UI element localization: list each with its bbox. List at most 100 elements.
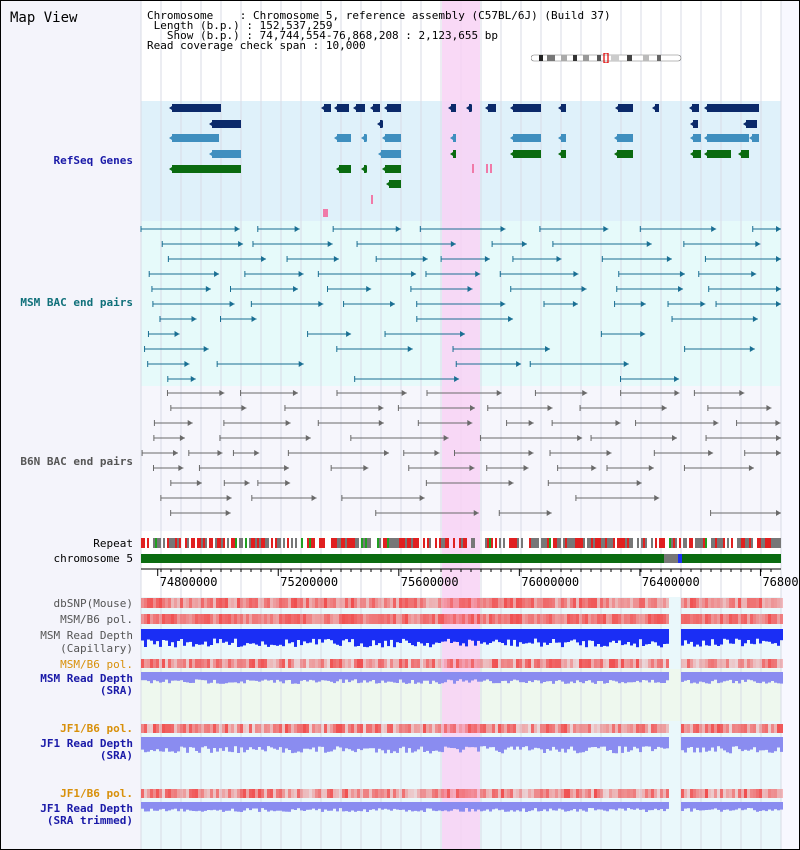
- jf1-b6-pol-trim-bin: [243, 789, 246, 798]
- msm-b6-pol-sra-bin: [567, 659, 570, 668]
- dbsnp-bin: [753, 598, 756, 608]
- jf1-b6-pol-bin: [384, 724, 387, 733]
- track-label-jf1-depth-trim[interactable]: JF1 Read Depth: [40, 802, 133, 815]
- msm-depth-capillary-bin: [477, 629, 480, 641]
- track-label-msm-depth-sra[interactable]: MSM Read Depth: [40, 672, 133, 685]
- jf1-b6-pol-trim-bin: [774, 789, 777, 798]
- track-label-dbsnp[interactable]: dbSNP(Mouse): [53, 597, 133, 610]
- msm-b6-pol-sra-bin: [174, 659, 177, 668]
- jf1-b6-pol-trim-bin: [537, 789, 540, 798]
- track-label-jf1-b6-pol-trim[interactable]: JF1/B6 pol.: [60, 787, 133, 800]
- jf1-b6-pol-bin: [291, 724, 294, 733]
- jf1-depth-sra-bin: [723, 737, 726, 751]
- jf1-b6-pol-trim-bin: [201, 789, 204, 798]
- jf1-b6-pol-trim-bin: [267, 789, 270, 798]
- msm-depth-sra-bin: [204, 672, 207, 681]
- jf1-depth-trim-bin: [597, 802, 600, 810]
- msm-depth-sra-bin: [522, 672, 525, 683]
- jf1-b6-pol-bin: [342, 724, 345, 733]
- jf1-depth-trim-bin: [255, 802, 258, 809]
- label-column-bg: [1, 1, 141, 849]
- track-label-msm-depth-capillary[interactable]: MSM Read Depth: [40, 629, 133, 642]
- jf1-b6-pol-bin: [471, 724, 474, 733]
- jf1-depth-sra-bin: [660, 737, 663, 748]
- msm-depth-capillary-bin: [201, 629, 204, 645]
- msm-depth-capillary-bin: [543, 629, 546, 643]
- jf1-b6-pol-bin: [702, 724, 705, 733]
- msm-b6-pol-sra-bin: [720, 659, 723, 668]
- msm-depth-sra-bin: [345, 672, 348, 680]
- jf1-depth-sra-bin: [405, 737, 408, 753]
- jf1-b6-pol-trim-bin: [366, 789, 369, 798]
- jf1-depth-trim-bin: [300, 802, 303, 811]
- jf1-b6-pol-bin: [429, 724, 432, 733]
- track-label-chromosome[interactable]: chromosome 5: [53, 552, 133, 565]
- jf1-b6-pol-trim-bin: [477, 789, 480, 798]
- track-label-msm-b6-pol-sra[interactable]: MSM/B6 pol.: [60, 658, 133, 671]
- dbsnp-bin: [330, 598, 333, 608]
- track-label-jf1-depth-sra[interactable]: JF1 Read Depth: [40, 737, 133, 750]
- msm-b6-pol-bin: [606, 614, 609, 624]
- jf1-b6-pol-bin: [546, 724, 549, 733]
- jf1-depth-trim-bin: [654, 802, 657, 809]
- jf1-b6-pol-bin: [510, 724, 513, 733]
- dbsnp-bin: [579, 598, 582, 608]
- repeat-element: [607, 538, 609, 548]
- jf1-depth-sra-bin: [489, 737, 492, 748]
- msm-b6-pol-sra-bin: [309, 659, 312, 668]
- msm-depth-sra-bin: [708, 672, 711, 684]
- b6n-bac-end-arrow: [378, 405, 384, 411]
- msm-b6-pol-bin: [318, 614, 321, 624]
- msm-bac-end-arrow: [214, 271, 220, 277]
- msm-b6-pol-sra-bin: [639, 659, 642, 668]
- jf1-depth-sra-bin: [558, 737, 561, 752]
- jf1-b6-pol-trim-bin: [426, 789, 429, 798]
- chromosome-ideogram[interactable]: [531, 53, 683, 63]
- jf1-b6-pol-trim-bin: [462, 789, 465, 798]
- repeat-element: [741, 538, 743, 548]
- track-label-repeat[interactable]: Repeat: [93, 537, 133, 550]
- track-label-refseq[interactable]: RefSeq Genes: [53, 154, 133, 167]
- jf1-depth-trim-bin: [264, 802, 267, 810]
- jf1-b6-pol-trim-bin: [420, 789, 423, 798]
- msm-depth-sra-bin: [264, 672, 267, 680]
- track-label-jf1-b6-pol[interactable]: JF1/B6 pol.: [60, 722, 133, 735]
- msm-b6-pol-bin: [363, 614, 366, 624]
- track-label-b6n-bac[interactable]: B6N BAC end pairs: [20, 455, 133, 468]
- dbsnp-bin: [723, 598, 726, 608]
- msm-b6-pol-bin: [249, 614, 252, 624]
- msm-b6-pol-sra-bin: [243, 659, 246, 668]
- msm-depth-capillary-bin: [429, 629, 432, 648]
- jf1-b6-pol-trim-bin: [297, 789, 300, 798]
- msm-depth-capillary-bin: [255, 629, 258, 645]
- repeat-element: [651, 538, 653, 548]
- msm-depth-capillary-bin: [684, 629, 687, 641]
- jf1-b6-pol-trim-bin: [444, 789, 447, 798]
- jf1-b6-pol-bin: [453, 724, 456, 733]
- msm-b6-pol-bin: [714, 614, 717, 624]
- dbsnp-bin: [222, 598, 225, 608]
- jf1-depth-trim-bin: [333, 802, 336, 809]
- msm-depth-capillary-bin: [576, 629, 579, 643]
- msm-depth-sra-bin: [534, 672, 537, 681]
- dbsnp-bin: [366, 598, 369, 608]
- msm-b6-pol-sra-bin: [702, 659, 705, 668]
- msm-depth-capillary-bin: [750, 629, 753, 644]
- jf1-depth-trim-bin: [744, 802, 747, 810]
- msm-depth-sra-bin: [630, 672, 633, 683]
- jf1-b6-pol-trim-bin: [270, 789, 273, 798]
- repeat-element: [277, 538, 279, 548]
- jf1-depth-sra-bin: [690, 737, 693, 747]
- msm-b6-pol-bin: [504, 614, 507, 624]
- msm-b6-pol-bin: [474, 614, 477, 624]
- msm-bac-end-arrow: [752, 316, 758, 322]
- dbsnp-bin: [699, 598, 702, 608]
- msm-b6-pol-bin: [492, 614, 495, 624]
- msm-b6-pol-sra-bin: [318, 659, 321, 668]
- repeat-element: [193, 538, 195, 548]
- msm-depth-sra-bin: [402, 672, 405, 683]
- jf1-depth-sra-bin: [780, 737, 783, 752]
- track-label-msm-b6-pol[interactable]: MSM/B6 pol.: [60, 613, 133, 626]
- track-label-msm-bac[interactable]: MSM BAC end pairs: [20, 296, 133, 309]
